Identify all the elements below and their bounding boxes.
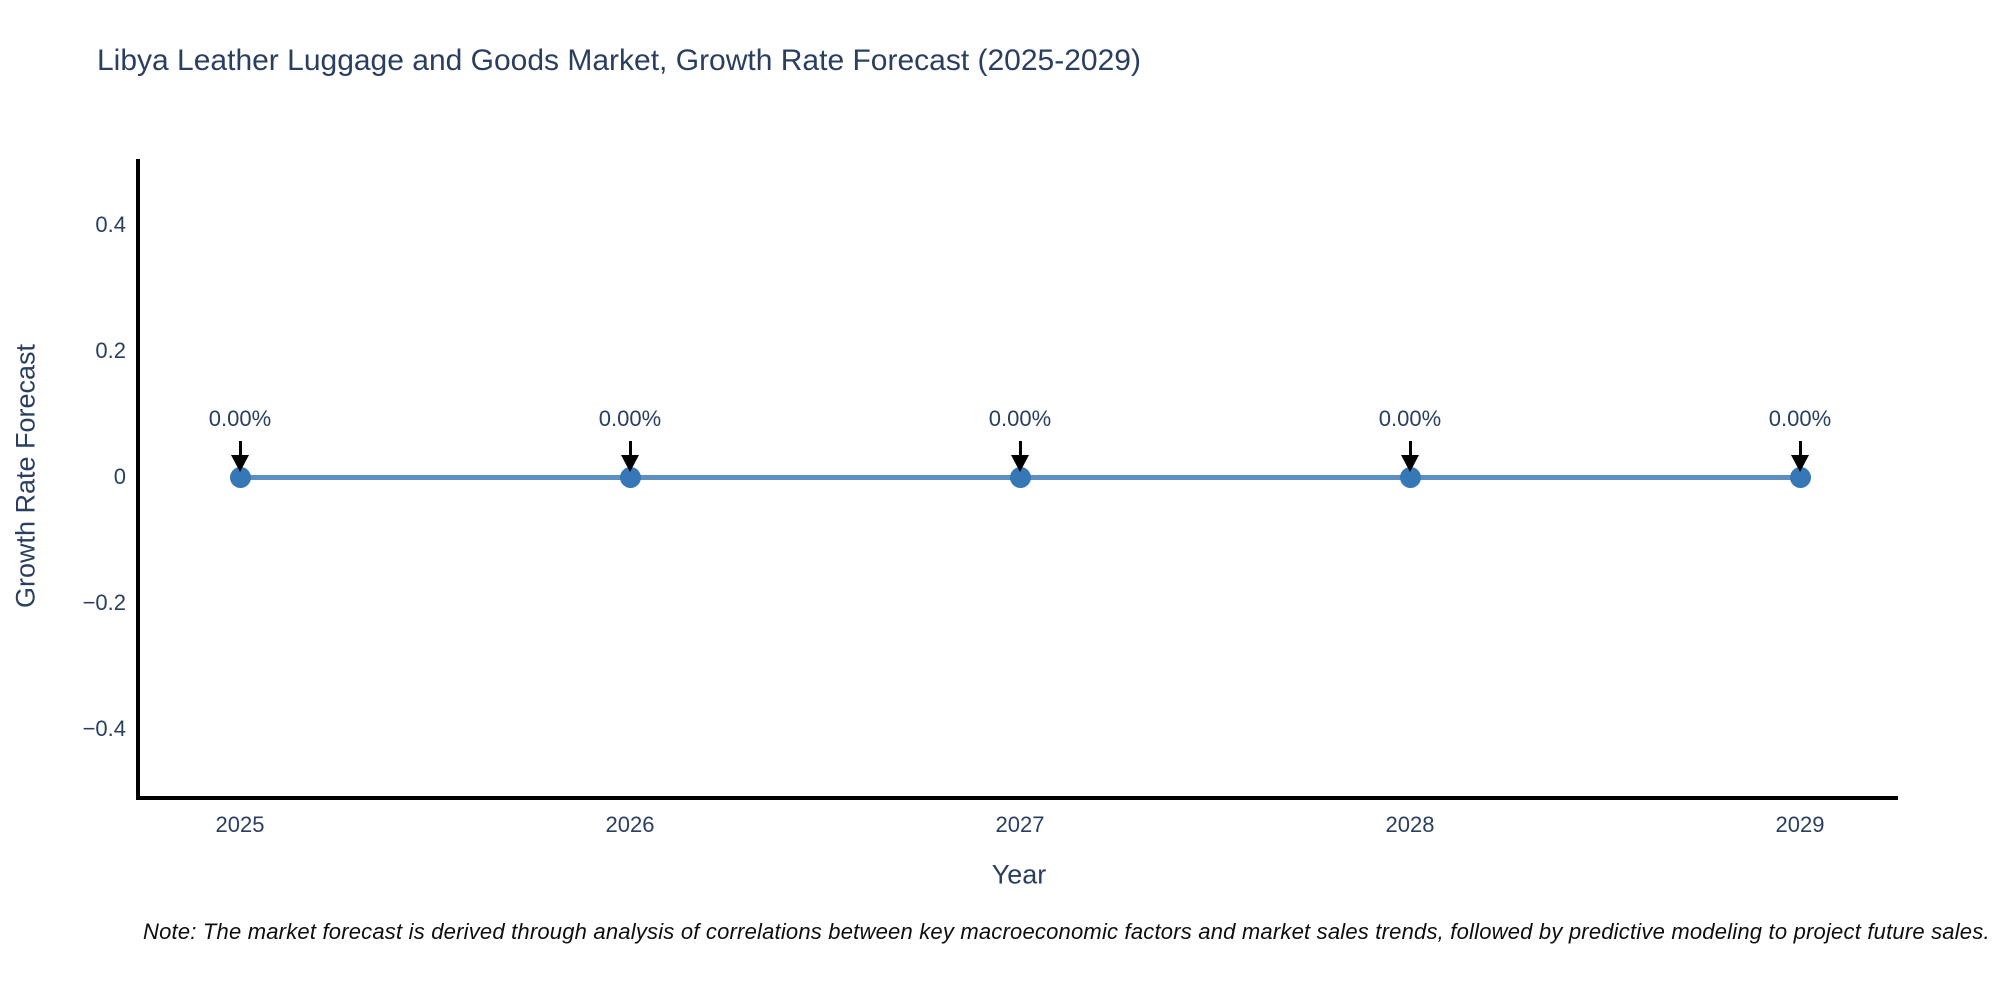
annotation-arrow-shaft	[1798, 441, 1802, 456]
x-tick-label: 2025	[215, 812, 265, 837]
chart-title: Libya Leather Luggage and Goods Market, …	[97, 44, 1141, 77]
arrow-down-icon	[1011, 455, 1029, 472]
annotation-label: 0.00%	[208, 406, 272, 431]
y-tick-label: −0.2	[82, 590, 126, 615]
y-tick-label: −0.4	[82, 716, 126, 741]
annotation-label: 0.00%	[598, 406, 662, 431]
x-tick-label: 2028	[1385, 812, 1435, 837]
annotation-arrow-shaft	[1408, 441, 1412, 456]
arrow-down-icon	[1791, 455, 1809, 472]
y-tick-label: 0.2	[95, 338, 126, 363]
annotation-label: 0.00%	[1768, 406, 1832, 431]
annotation-arrow-shaft	[628, 441, 632, 456]
annotation-label: 0.00%	[988, 406, 1052, 431]
annotation-arrow-shaft	[1018, 441, 1022, 456]
x-tick-label: 2026	[605, 812, 655, 837]
annotation-label: 0.00%	[1378, 406, 1442, 431]
y-tick-label: 0	[113, 464, 126, 489]
arrow-down-icon	[1401, 455, 1419, 472]
x-axis-title: Year	[991, 859, 1047, 890]
note-text: Note: The market forecast is derived thr…	[143, 919, 1990, 944]
x-tick-label: 2029	[1775, 812, 1825, 837]
arrow-down-icon	[231, 455, 249, 472]
annotation-arrow-shaft	[238, 441, 242, 456]
plot-area	[136, 159, 1898, 800]
y-tick-label: 0.4	[95, 212, 126, 237]
x-tick-label: 2027	[995, 812, 1045, 837]
arrow-down-icon	[621, 455, 639, 472]
